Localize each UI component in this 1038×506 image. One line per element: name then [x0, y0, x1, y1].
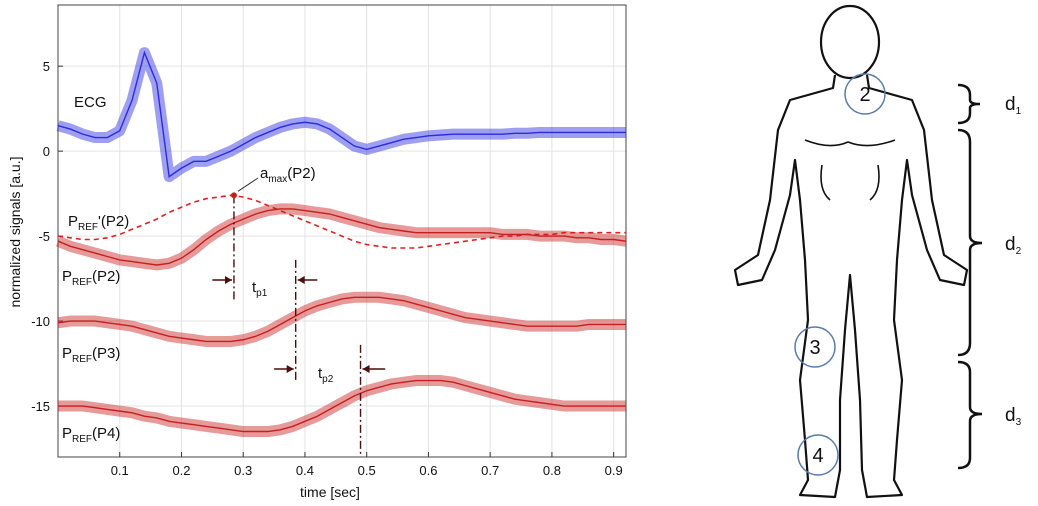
arrow-head: [224, 276, 232, 284]
y-tick-label: -5: [38, 229, 50, 244]
x-tick-label: 0.6: [419, 463, 437, 478]
series-line: [57, 194, 626, 249]
peak-label-part: a: [260, 165, 269, 182]
peak-point: [230, 192, 237, 199]
peak-label-part: (P2): [287, 165, 315, 182]
series-label-part: (P2): [92, 268, 120, 285]
series-label: PREF(P3): [62, 345, 120, 365]
series-label-part: REF: [72, 277, 92, 288]
site-label: 4: [812, 445, 823, 467]
distance-label: d2: [1005, 234, 1022, 257]
delay-label-part: t: [252, 279, 257, 296]
distance-label-part: 3: [1016, 417, 1022, 428]
delay-label-part: t: [318, 365, 323, 382]
plot-frame: [57, 4, 627, 458]
peak-label-part: max: [268, 174, 287, 185]
site-label: 2: [859, 84, 870, 106]
site-label: 3: [809, 337, 820, 359]
peak-label: amax(P2): [260, 165, 316, 185]
arrow-head: [286, 365, 294, 373]
x-tick-label: 0.4: [296, 463, 314, 478]
series-band: [56, 47, 626, 183]
distance-label-part: 1: [1016, 106, 1022, 117]
plot: 0.1 0.2 0.3 0.4 0.5 0.6 0.7 0.8 0.9 -15 -10 -5 0 5 ECG…: [31, 4, 627, 478]
y-tick-label: 0: [43, 144, 50, 159]
distance-label-part: d: [1005, 94, 1016, 115]
series-label: PREF(P2): [62, 268, 120, 288]
delay-label-part: p1: [256, 288, 268, 299]
x-tick-label: 0.5: [358, 463, 376, 478]
peak-pointer: [237, 177, 259, 192]
arrow-head: [297, 276, 305, 284]
series-label-part: P: [62, 425, 72, 442]
x-tick-label: 0.3: [234, 463, 252, 478]
series-label-part: P: [62, 345, 72, 362]
x-tick-label: 0.2: [172, 463, 190, 478]
series-label-part: REF: [72, 434, 92, 445]
braces: [957, 83, 983, 470]
series-label-part: (P3): [92, 345, 120, 362]
delay-label-part: p2: [322, 374, 334, 385]
distance-label-part: d: [1005, 405, 1016, 426]
distance-label-part: d: [1005, 234, 1016, 255]
series-label-part: REF: [78, 222, 98, 233]
body-outline: [733, 4, 969, 499]
y-tick-label: -15: [31, 399, 50, 414]
distance-label: d3: [1005, 405, 1022, 428]
series-line: [57, 208, 627, 266]
distance-label-part: 2: [1016, 246, 1022, 257]
series-label-part: (P4): [92, 425, 120, 442]
arrow-head: [362, 365, 370, 373]
series-line: [58, 379, 626, 433]
series-label: PREF(P4): [62, 425, 120, 445]
series-label-part: '(P2): [98, 213, 129, 230]
series-label: PREF'(P2): [68, 213, 129, 233]
series-label-part: ECG: [74, 94, 107, 111]
x-tick-label: 0.7: [481, 463, 499, 478]
y-tick-label: 5: [43, 59, 50, 74]
x-tick-label: 0.1: [111, 463, 129, 478]
series-label-part: P: [62, 268, 72, 285]
site-circles: [794, 73, 886, 476]
y-axis-label: normalized signals [a.u.]: [7, 157, 23, 308]
x-axis-label: time [sec]: [300, 484, 360, 500]
series-label-part: P: [68, 213, 78, 230]
series-label: ECG: [74, 94, 107, 111]
delay-label: tp1: [252, 279, 268, 299]
series-label-part: REF: [72, 354, 92, 365]
distance-label: d1: [1005, 94, 1022, 117]
x-tick-label: 0.9: [605, 463, 623, 478]
series-line: [57, 296, 626, 343]
series-band: [57, 291, 626, 347]
series-line: [57, 50, 626, 178]
delay-label: tp2: [318, 365, 334, 385]
x-tick-label: 0.8: [543, 463, 561, 478]
y-tick-label: -10: [31, 314, 50, 329]
